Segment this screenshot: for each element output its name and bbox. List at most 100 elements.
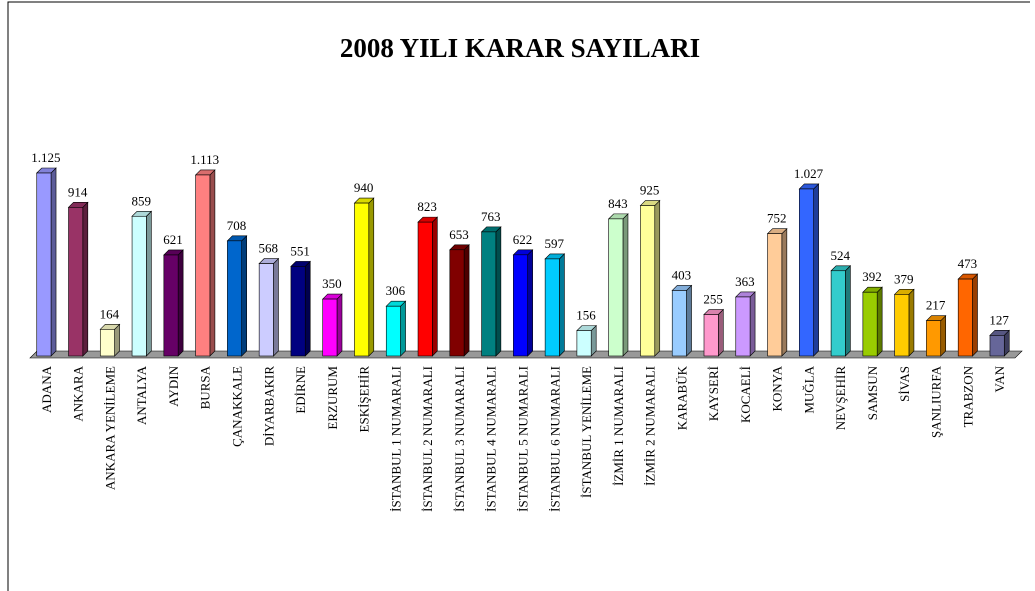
bar: [735, 296, 751, 357]
bar: [322, 298, 338, 357]
x-tick-label: KOCAELİ: [738, 366, 753, 423]
data-label: 653: [449, 227, 469, 242]
data-label: 568: [259, 241, 279, 256]
bar: [481, 231, 497, 357]
bar: [68, 207, 84, 357]
bar-side: [717, 308, 724, 357]
data-label: 403: [672, 267, 692, 282]
bar-side: [82, 201, 89, 357]
bar-side: [654, 199, 661, 357]
data-label: 350: [322, 276, 342, 291]
bar: [195, 174, 211, 357]
bar-side: [368, 197, 375, 357]
data-label: 524: [830, 248, 850, 263]
data-label: 551: [290, 243, 310, 258]
bar: [767, 233, 783, 357]
x-tick-label: İSTANBUL 2 NUMARALI: [420, 366, 435, 512]
x-tick-label: MUĞLA: [801, 365, 816, 413]
bar: [894, 294, 910, 357]
bar: [703, 314, 719, 357]
x-tick-label: KARABÜK: [674, 365, 689, 430]
x-tick-label: NEVŞEHİR: [833, 366, 848, 431]
bar: [926, 320, 942, 357]
bar: [258, 263, 274, 357]
x-tick-label: ÇANAKKALE: [230, 366, 245, 447]
bar-side: [972, 273, 978, 357]
data-label: 127: [989, 312, 1009, 327]
bar: [989, 335, 1005, 357]
x-tick-label: BURSA: [198, 365, 213, 409]
x-tick-label: EDİRNE: [293, 366, 308, 414]
bar: [354, 202, 370, 357]
x-tick-label: İZMİR 2 NUMARALI: [643, 366, 658, 486]
data-label: 940: [354, 180, 374, 195]
bar-side: [304, 260, 311, 357]
x-tick-label: İSTANBUL 1 NUMARALI: [388, 366, 403, 512]
data-label: 763: [481, 209, 501, 224]
x-tick-label: ANKARA: [71, 365, 86, 421]
bar: [385, 305, 401, 357]
bar-side: [114, 323, 120, 357]
data-label: 914: [68, 184, 88, 199]
data-label: 859: [131, 193, 151, 208]
bar-side: [940, 314, 947, 357]
x-tick-label: KONYA: [770, 365, 785, 411]
bar: [99, 329, 115, 357]
x-tick-label: İSTANBUL 4 NUMARALI: [484, 366, 499, 512]
bar: [449, 249, 465, 357]
bar: [290, 266, 306, 357]
x-tick-label: ESKİŞEHİR: [357, 366, 372, 433]
data-label: 752: [767, 211, 787, 226]
x-tick-label: İZMİR 1 NUMARALI: [611, 366, 626, 486]
bar: [576, 330, 592, 357]
x-tick-label: KAYSERİ: [706, 366, 721, 421]
data-label: 392: [862, 269, 882, 284]
chart-title: 2008 YILI KARAR SAYILARI: [340, 33, 700, 63]
bar-side: [908, 288, 915, 357]
bar: [640, 205, 656, 357]
data-label: 255: [703, 292, 723, 307]
x-tick-label: AYDIN: [166, 365, 181, 406]
bar-side: [527, 249, 533, 357]
x-tick-label: ADANA: [39, 365, 54, 413]
bar: [862, 291, 878, 357]
bar: [36, 172, 52, 357]
bar-side: [50, 167, 57, 357]
bar-side: [273, 257, 279, 357]
bar: [830, 270, 846, 357]
bar-side: [463, 244, 470, 357]
x-tick-label: ŞANLIURFA: [929, 365, 944, 438]
bar-side: [400, 300, 406, 357]
data-label: 306: [386, 283, 406, 298]
data-label: 1.125: [31, 150, 60, 165]
bar-side: [146, 210, 152, 357]
bar-side: [432, 216, 438, 357]
bar: [417, 221, 433, 357]
x-tick-label: İSTANBUL 5 NUMARALI: [515, 366, 530, 512]
bar-side: [622, 213, 629, 357]
bar-side: [845, 265, 851, 357]
x-tick-label: SİVAS: [897, 366, 912, 402]
bar: [227, 240, 242, 357]
bar-side: [495, 226, 502, 357]
bar: [163, 254, 179, 357]
data-label: 1.027: [794, 166, 824, 181]
bar: [799, 188, 814, 357]
x-tick-label: İSTANBUL YENİLEME: [579, 366, 594, 498]
data-label: 925: [640, 183, 660, 198]
x-tick-label: İSTANBUL 6 NUMARALI: [547, 366, 562, 512]
bar: [957, 278, 973, 357]
x-tick-label: SAMSUN: [865, 365, 880, 420]
data-label: 217: [926, 298, 946, 313]
data-label: 156: [576, 308, 596, 323]
bar: [671, 290, 687, 357]
bar-side: [177, 249, 184, 357]
bar-side: [813, 183, 819, 357]
x-tick-label: VAN: [992, 365, 1007, 392]
x-tick-label: İSTANBUL 3 NUMARALI: [452, 366, 467, 512]
x-tick-label: DİYARBAKIR: [261, 366, 276, 447]
x-tick-label: ERZURUM: [325, 366, 340, 430]
data-label: 363: [735, 274, 755, 289]
data-label: 473: [958, 256, 978, 271]
